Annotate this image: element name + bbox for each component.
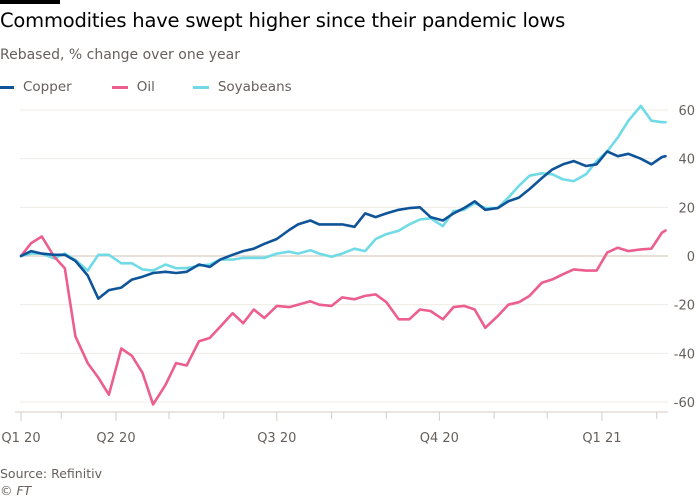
x-tick-label: Q1 20 [1, 431, 40, 446]
legend-item-soyabeans: Soyabeans [192, 79, 292, 95]
legend-label-copper: Copper [23, 79, 72, 95]
legend-item-copper: Copper [0, 79, 72, 95]
y-tick-label: -40 [674, 347, 695, 362]
legend-swatch-soyabeans [192, 85, 209, 89]
legend-swatch-copper [0, 85, 14, 89]
legend-label-oil: Oil [136, 79, 155, 95]
x-tick-label: Q4 20 [420, 431, 459, 446]
chart-subtitle: Rebased, % change over one year [0, 47, 241, 63]
gridlines [20, 109, 668, 403]
x-tick-label: Q2 20 [96, 431, 135, 446]
legend-label-soyabeans: Soyabeans [217, 79, 292, 95]
legend-swatch-oil [111, 85, 128, 89]
series-line-soyabeans [19, 104, 667, 272]
x-axis: Q1 20 Q2 20 Q3 20 Q4 20 Q1 21 [1, 411, 668, 446]
y-tick-label: -60 [674, 396, 695, 411]
copyright: © FT [0, 483, 32, 498]
legend-item-oil: Oil [111, 79, 155, 95]
source-note: Source: Refinitiv [0, 466, 102, 481]
y-tick-label: 0 [687, 250, 695, 265]
chart-title: Commodities have swept higher since thei… [0, 9, 566, 32]
ft-brand-bar [0, 0, 60, 4]
y-tick-label: -20 [674, 299, 695, 314]
series-lines [19, 104, 667, 406]
y-tick-label: 40 [678, 153, 695, 168]
x-tick-label: Q1 21 [582, 431, 621, 446]
legend: Copper Oil Soyabeans [0, 79, 318, 95]
y-axis: 60 40 20 0 -20 -40 -60 [674, 104, 695, 411]
x-tick-label: Q3 20 [257, 431, 296, 446]
y-tick-label: 20 [678, 201, 695, 216]
series-line-copper [19, 150, 667, 300]
y-tick-label: 60 [678, 104, 695, 119]
series-line-oil [19, 229, 667, 406]
